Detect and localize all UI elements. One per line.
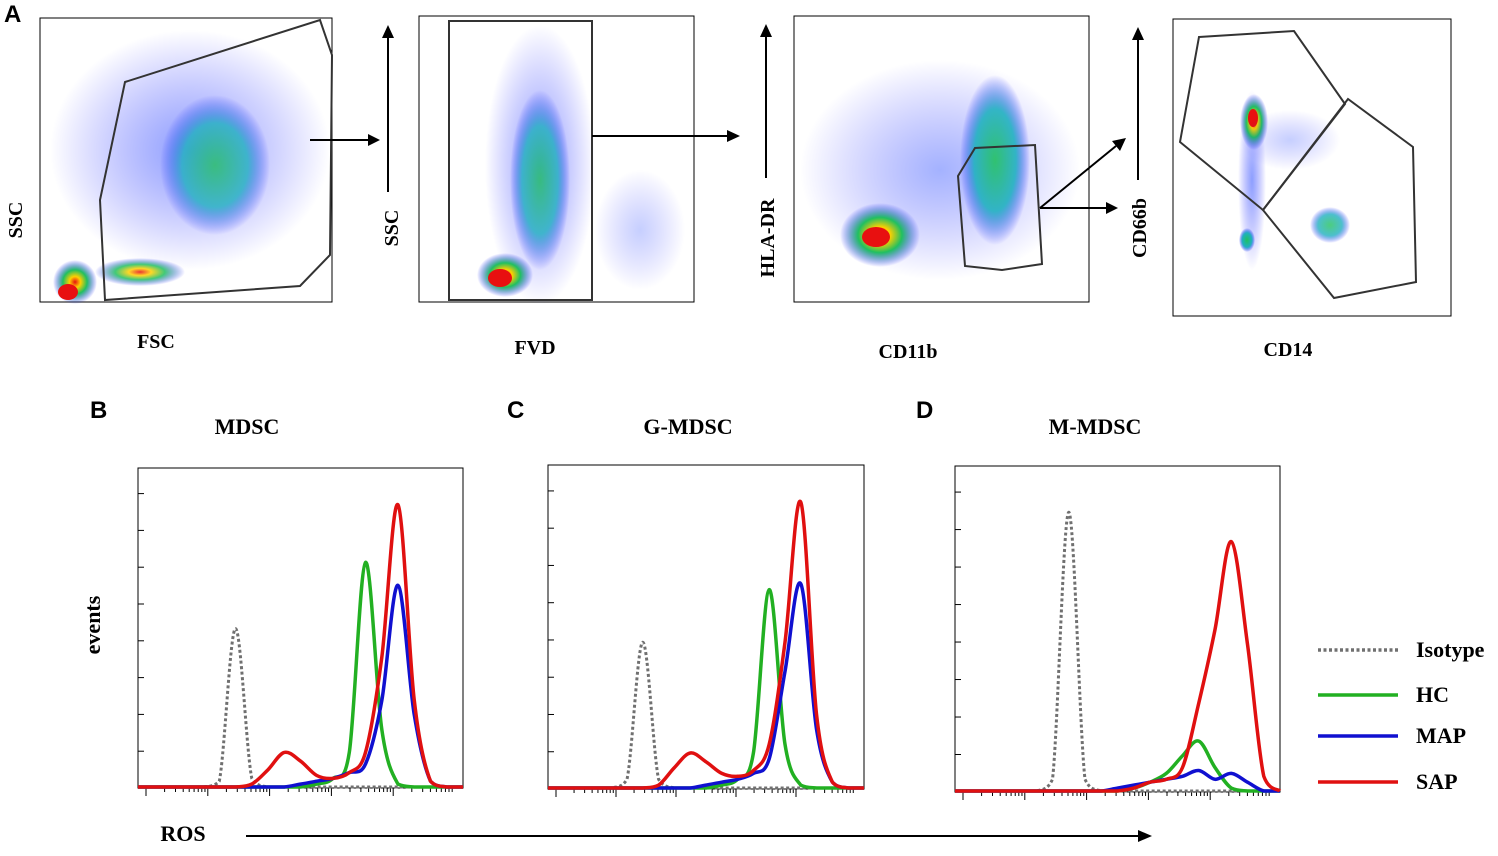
arrow-head: [1138, 830, 1152, 842]
plot-frame: [137, 467, 464, 789]
legend: Isotype HC MAP SAP: [1318, 637, 1485, 794]
legend-label-sap: SAP: [1416, 769, 1458, 794]
scatter-density-cloud: [800, 60, 1080, 280]
histogram-title: M-MDSC: [1049, 414, 1142, 439]
y-axis-label: CD66b: [1129, 198, 1151, 258]
plot-frame: [954, 465, 1281, 793]
arrow-head: [382, 25, 394, 38]
legend-label-hc: HC: [1416, 682, 1449, 707]
arrow-head: [760, 24, 772, 37]
series-hc: [138, 560, 463, 789]
gate-singlets: [448, 20, 593, 301]
plot-frame: [547, 464, 865, 790]
histogram-title: G-MDSC: [643, 414, 732, 439]
plot-frame: [1172, 18, 1452, 317]
x-axis-label: CD14: [1264, 339, 1313, 361]
arrow-head: [727, 130, 740, 142]
gate-m-mdsc: [1261, 97, 1418, 300]
series-isotype: [954, 510, 1280, 793]
arrow-head: [1106, 202, 1118, 214]
arrow-head: [1112, 138, 1126, 151]
series-sap: [954, 539, 1282, 793]
x-axis-label-ros: ROS: [160, 821, 205, 846]
x-axis-label: CD11b: [879, 341, 938, 363]
series-map: [548, 581, 864, 790]
panel-letter-a: A: [4, 1, 21, 28]
arrow-head: [1132, 27, 1144, 40]
histogram-m-mdsc: M-MDSC: [954, 414, 1282, 800]
scatter-density-cloud: [50, 30, 330, 304]
scatter-density-cloud: [477, 25, 685, 305]
y-axis-label: HLA-DR: [757, 198, 779, 277]
series-sap: [548, 499, 864, 790]
y-axis-label: SSC: [381, 210, 403, 247]
gate-mdsc: [956, 143, 1044, 272]
arrow-head: [368, 134, 380, 146]
histogram-title: MDSC: [215, 414, 280, 439]
panel-letter-d: D: [916, 397, 933, 424]
series-hc: [954, 739, 1280, 793]
x-axis-label: FSC: [137, 331, 175, 353]
x-axis-label: FVD: [514, 337, 555, 359]
scatter-cd11b-hladr: CD11b HLA-DR: [757, 15, 1090, 363]
histogram-g-mdsc: G-MDSC: [547, 414, 865, 797]
series-hc: [548, 587, 864, 790]
legend-label-isotype: Isotype: [1416, 637, 1485, 662]
y-axis-label: SSC: [5, 202, 27, 239]
scatter-fsc-ssc: FSC SSC: [5, 17, 334, 353]
scatter-density-cloud: [1238, 90, 1350, 270]
histogram-mdsc: MDSC: [137, 414, 464, 796]
legend-label-map: MAP: [1416, 723, 1466, 748]
y-axis-label-events: events: [80, 595, 105, 654]
gate-arrow: [1039, 145, 1117, 209]
panel-letter-c: C: [507, 397, 524, 424]
panel-letter-b: B: [90, 397, 107, 424]
scatter-cd14-cd66b: CD14 CD66b: [1129, 18, 1452, 361]
gate-live-cells: [98, 18, 334, 302]
scatter-fvd-ssc: FVD SSC: [381, 15, 695, 359]
series-sap: [138, 503, 463, 789]
